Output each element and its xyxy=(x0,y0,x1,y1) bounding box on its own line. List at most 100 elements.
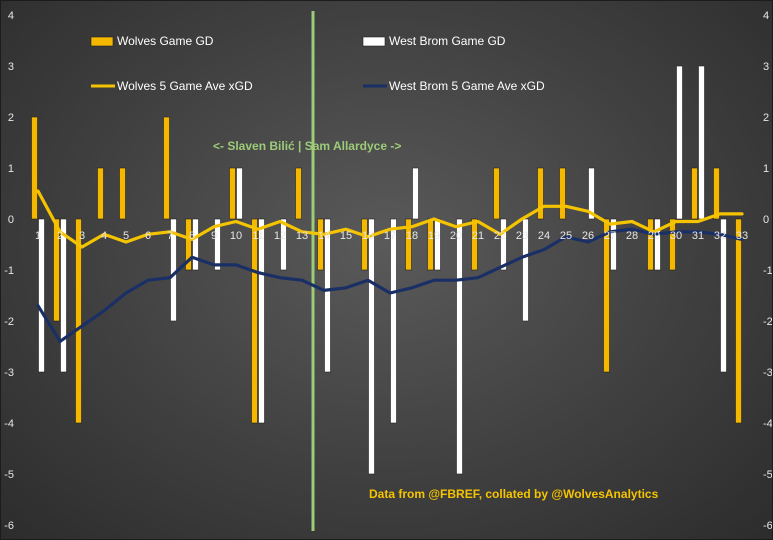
westbrom-gd-bar xyxy=(654,218,661,271)
x-axis-labels: 1 2 3 4 5 6 7 8 9 10 11 12 13 14 15 16 17 18 19 20 21 22 23 24 2… xyxy=(35,230,748,242)
wolves-gd-bar xyxy=(647,218,654,271)
wolves-gd-bar xyxy=(559,167,566,220)
x-tick-label: 13 xyxy=(296,230,308,242)
lines-layer xyxy=(36,189,744,343)
y-tick-left: -1 xyxy=(4,265,14,277)
wolves-gd-bar xyxy=(251,218,258,424)
y-tick-right: 1 xyxy=(763,163,769,175)
westbrom-gd-bar xyxy=(60,218,67,373)
westbrom-gd-bar xyxy=(236,167,243,220)
y-tick-left: 1 xyxy=(8,163,14,175)
x-tick-label: 20 xyxy=(450,230,462,242)
y-tick-right: 4 xyxy=(763,10,769,22)
x-tick-label: 15 xyxy=(340,230,352,242)
legend-swatch xyxy=(362,36,386,47)
legend-label: West Brom Game GD xyxy=(389,34,506,48)
x-tick-label: 28 xyxy=(626,230,638,242)
bars-layer xyxy=(31,65,742,475)
x-tick-label: 33 xyxy=(736,230,748,242)
y-tick-left: 0 xyxy=(8,214,14,226)
x-tick-label: 7 xyxy=(167,230,173,242)
y-tick-right: -4 xyxy=(763,418,772,430)
x-tick-label: 26 xyxy=(582,230,594,242)
westbrom-gd-bar xyxy=(676,65,683,220)
westbrom-gd-bar xyxy=(522,218,529,322)
y-tick-left: -3 xyxy=(4,367,14,379)
x-tick-label: 25 xyxy=(560,230,572,242)
x-tick-label: 11 xyxy=(252,230,263,242)
y-axis-left: 4 3 2 1 0 -1 -2 -3 -4 -5 -6 xyxy=(4,10,14,532)
westbrom-gd-bar xyxy=(698,65,705,220)
x-tick-label: 8 xyxy=(189,230,195,242)
westbrom-gd-bar xyxy=(500,218,507,271)
wolves-gd-bar xyxy=(735,218,742,424)
x-tick-label: 19 xyxy=(428,230,440,242)
legend-swatch xyxy=(90,36,114,47)
y-tick-left: 3 xyxy=(8,61,14,73)
x-tick-label: 22 xyxy=(494,230,506,242)
wolves-gd-bar xyxy=(295,167,302,220)
wolves-gd-bar xyxy=(97,167,104,220)
wolves-gd-bar xyxy=(405,218,412,271)
westbrom-gd-bar xyxy=(258,218,265,424)
x-tick-label: 23 xyxy=(516,230,528,242)
y-tick-right: -6 xyxy=(763,520,772,532)
wolves-xgd-line xyxy=(36,189,744,249)
wolves-gd-bar xyxy=(669,218,676,271)
wolves-gd-bar xyxy=(317,218,324,271)
y-tick-right: -2 xyxy=(763,316,772,328)
x-tick-label: 9 xyxy=(211,230,217,242)
y-tick-right: 3 xyxy=(763,61,769,73)
x-tick-label: 1 xyxy=(35,230,41,242)
y-tick-left: 4 xyxy=(8,10,14,22)
x-tick-label: 10 xyxy=(230,230,242,242)
westbrom-gd-bar xyxy=(412,167,419,220)
westbrom-gd-bar xyxy=(192,218,199,271)
wolves-gd-bar xyxy=(361,218,368,271)
x-tick-label: 27 xyxy=(604,230,616,242)
westbrom-gd-bar xyxy=(588,167,595,220)
x-tick-label: 12 xyxy=(274,230,286,242)
westbrom-gd-bar xyxy=(434,218,441,271)
y-tick-left: -4 xyxy=(4,418,14,430)
westbrom-gd-bar xyxy=(368,218,375,475)
wolves-gd-bar xyxy=(229,167,236,220)
x-tick-label: 29 xyxy=(648,230,660,242)
x-tick-label: 24 xyxy=(538,230,550,242)
x-tick-label: 14 xyxy=(318,230,330,242)
wolves-gd-bar xyxy=(75,218,82,424)
y-tick-left: 2 xyxy=(8,112,14,124)
x-tick-label: 21 xyxy=(472,230,484,242)
y-tick-right: 0 xyxy=(763,214,769,226)
wolves-gd-bar xyxy=(163,116,170,220)
legend-label: Wolves Game GD xyxy=(117,34,214,48)
wolves-gd-bar xyxy=(493,167,500,220)
wolves-gd-bar xyxy=(537,167,544,220)
x-tick-label: 16 xyxy=(362,230,374,242)
wolves-gd-bar xyxy=(691,167,698,220)
x-tick-label: 18 xyxy=(406,230,418,242)
x-tick-label: 4 xyxy=(101,230,107,242)
x-tick-label: 30 xyxy=(670,230,682,242)
wolves-gd-bar xyxy=(713,167,720,220)
wolves-gd-bar xyxy=(53,218,60,322)
x-tick-label: 5 xyxy=(123,230,129,242)
x-tick-label: 32 xyxy=(714,230,726,242)
wolves-gd-bar xyxy=(31,116,38,220)
westbrom-gd-bar xyxy=(324,218,331,373)
westbrom-gd-bar xyxy=(610,218,617,271)
x-tick-label: 2 xyxy=(57,230,63,242)
westbrom-gd-bar xyxy=(38,218,45,373)
y-tick-right: 2 xyxy=(763,112,769,124)
westbrom-gd-bar xyxy=(720,218,727,373)
y-tick-left: -6 xyxy=(4,520,14,532)
x-tick-label: 17 xyxy=(384,230,396,242)
wolves-gd-bar xyxy=(471,218,478,271)
y-tick-right: -3 xyxy=(763,367,772,379)
legend-label: Wolves 5 Game Ave xGD xyxy=(117,79,253,93)
y-tick-right: -5 xyxy=(763,469,772,481)
y-tick-right: -1 xyxy=(763,265,772,277)
y-tick-left: -5 xyxy=(4,469,14,481)
westbrom-gd-bar xyxy=(390,218,397,424)
